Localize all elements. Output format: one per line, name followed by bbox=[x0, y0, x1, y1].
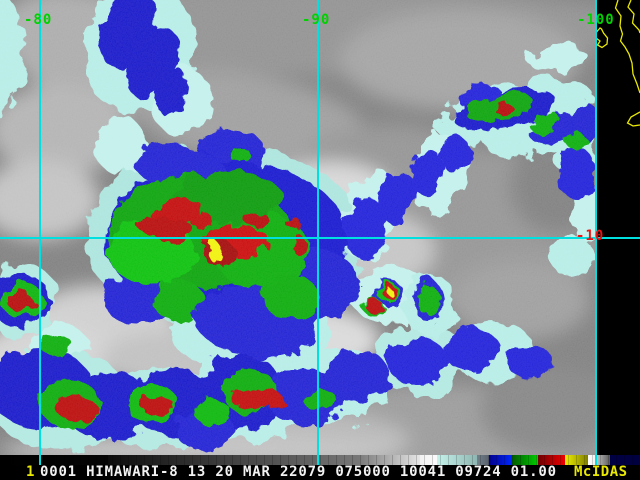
mcidas-brand: McIDAS bbox=[574, 464, 628, 480]
latitude-label-10: -10 bbox=[576, 228, 605, 244]
coastline-path bbox=[626, 111, 640, 127]
colorbar-segment bbox=[596, 455, 610, 466]
colorbar-segment bbox=[489, 455, 512, 466]
colorbar-segment bbox=[512, 455, 538, 466]
longitude-label-100: -100 bbox=[577, 12, 615, 28]
colorbar-segment bbox=[565, 455, 588, 466]
no-data-strip bbox=[597, 0, 640, 455]
longitude-label-80: -80 bbox=[24, 12, 53, 28]
colorbar-segment bbox=[0, 455, 108, 466]
coastline-path bbox=[627, 0, 640, 34]
colorbar-segment bbox=[420, 455, 437, 466]
image-noise-texture bbox=[0, 0, 597, 455]
colorbar-segment bbox=[108, 455, 360, 466]
colorbar-segment bbox=[437, 455, 477, 466]
colorbar-segment bbox=[477, 455, 489, 466]
image-status-text: 0001 HIMAWARI-8 13 20 MAR 22079 075000 1… bbox=[40, 464, 557, 480]
himawari-ir-image bbox=[0, 0, 640, 455]
coastline-path bbox=[614, 0, 640, 94]
enhancement-colorbar bbox=[0, 455, 640, 466]
colorbar-segment bbox=[360, 455, 420, 466]
colorbar-segment bbox=[538, 455, 565, 466]
satellite-image-area[interactable]: -80 -90 -100 -10 bbox=[0, 0, 640, 455]
colorbar-segment bbox=[610, 455, 640, 466]
longitude-label-90: -90 bbox=[302, 12, 331, 28]
colorbar-segment bbox=[588, 455, 596, 466]
frame-number: 1 bbox=[26, 464, 35, 480]
status-bar: 1 0001 HIMAWARI-8 13 20 MAR 22079 075000… bbox=[0, 465, 640, 480]
